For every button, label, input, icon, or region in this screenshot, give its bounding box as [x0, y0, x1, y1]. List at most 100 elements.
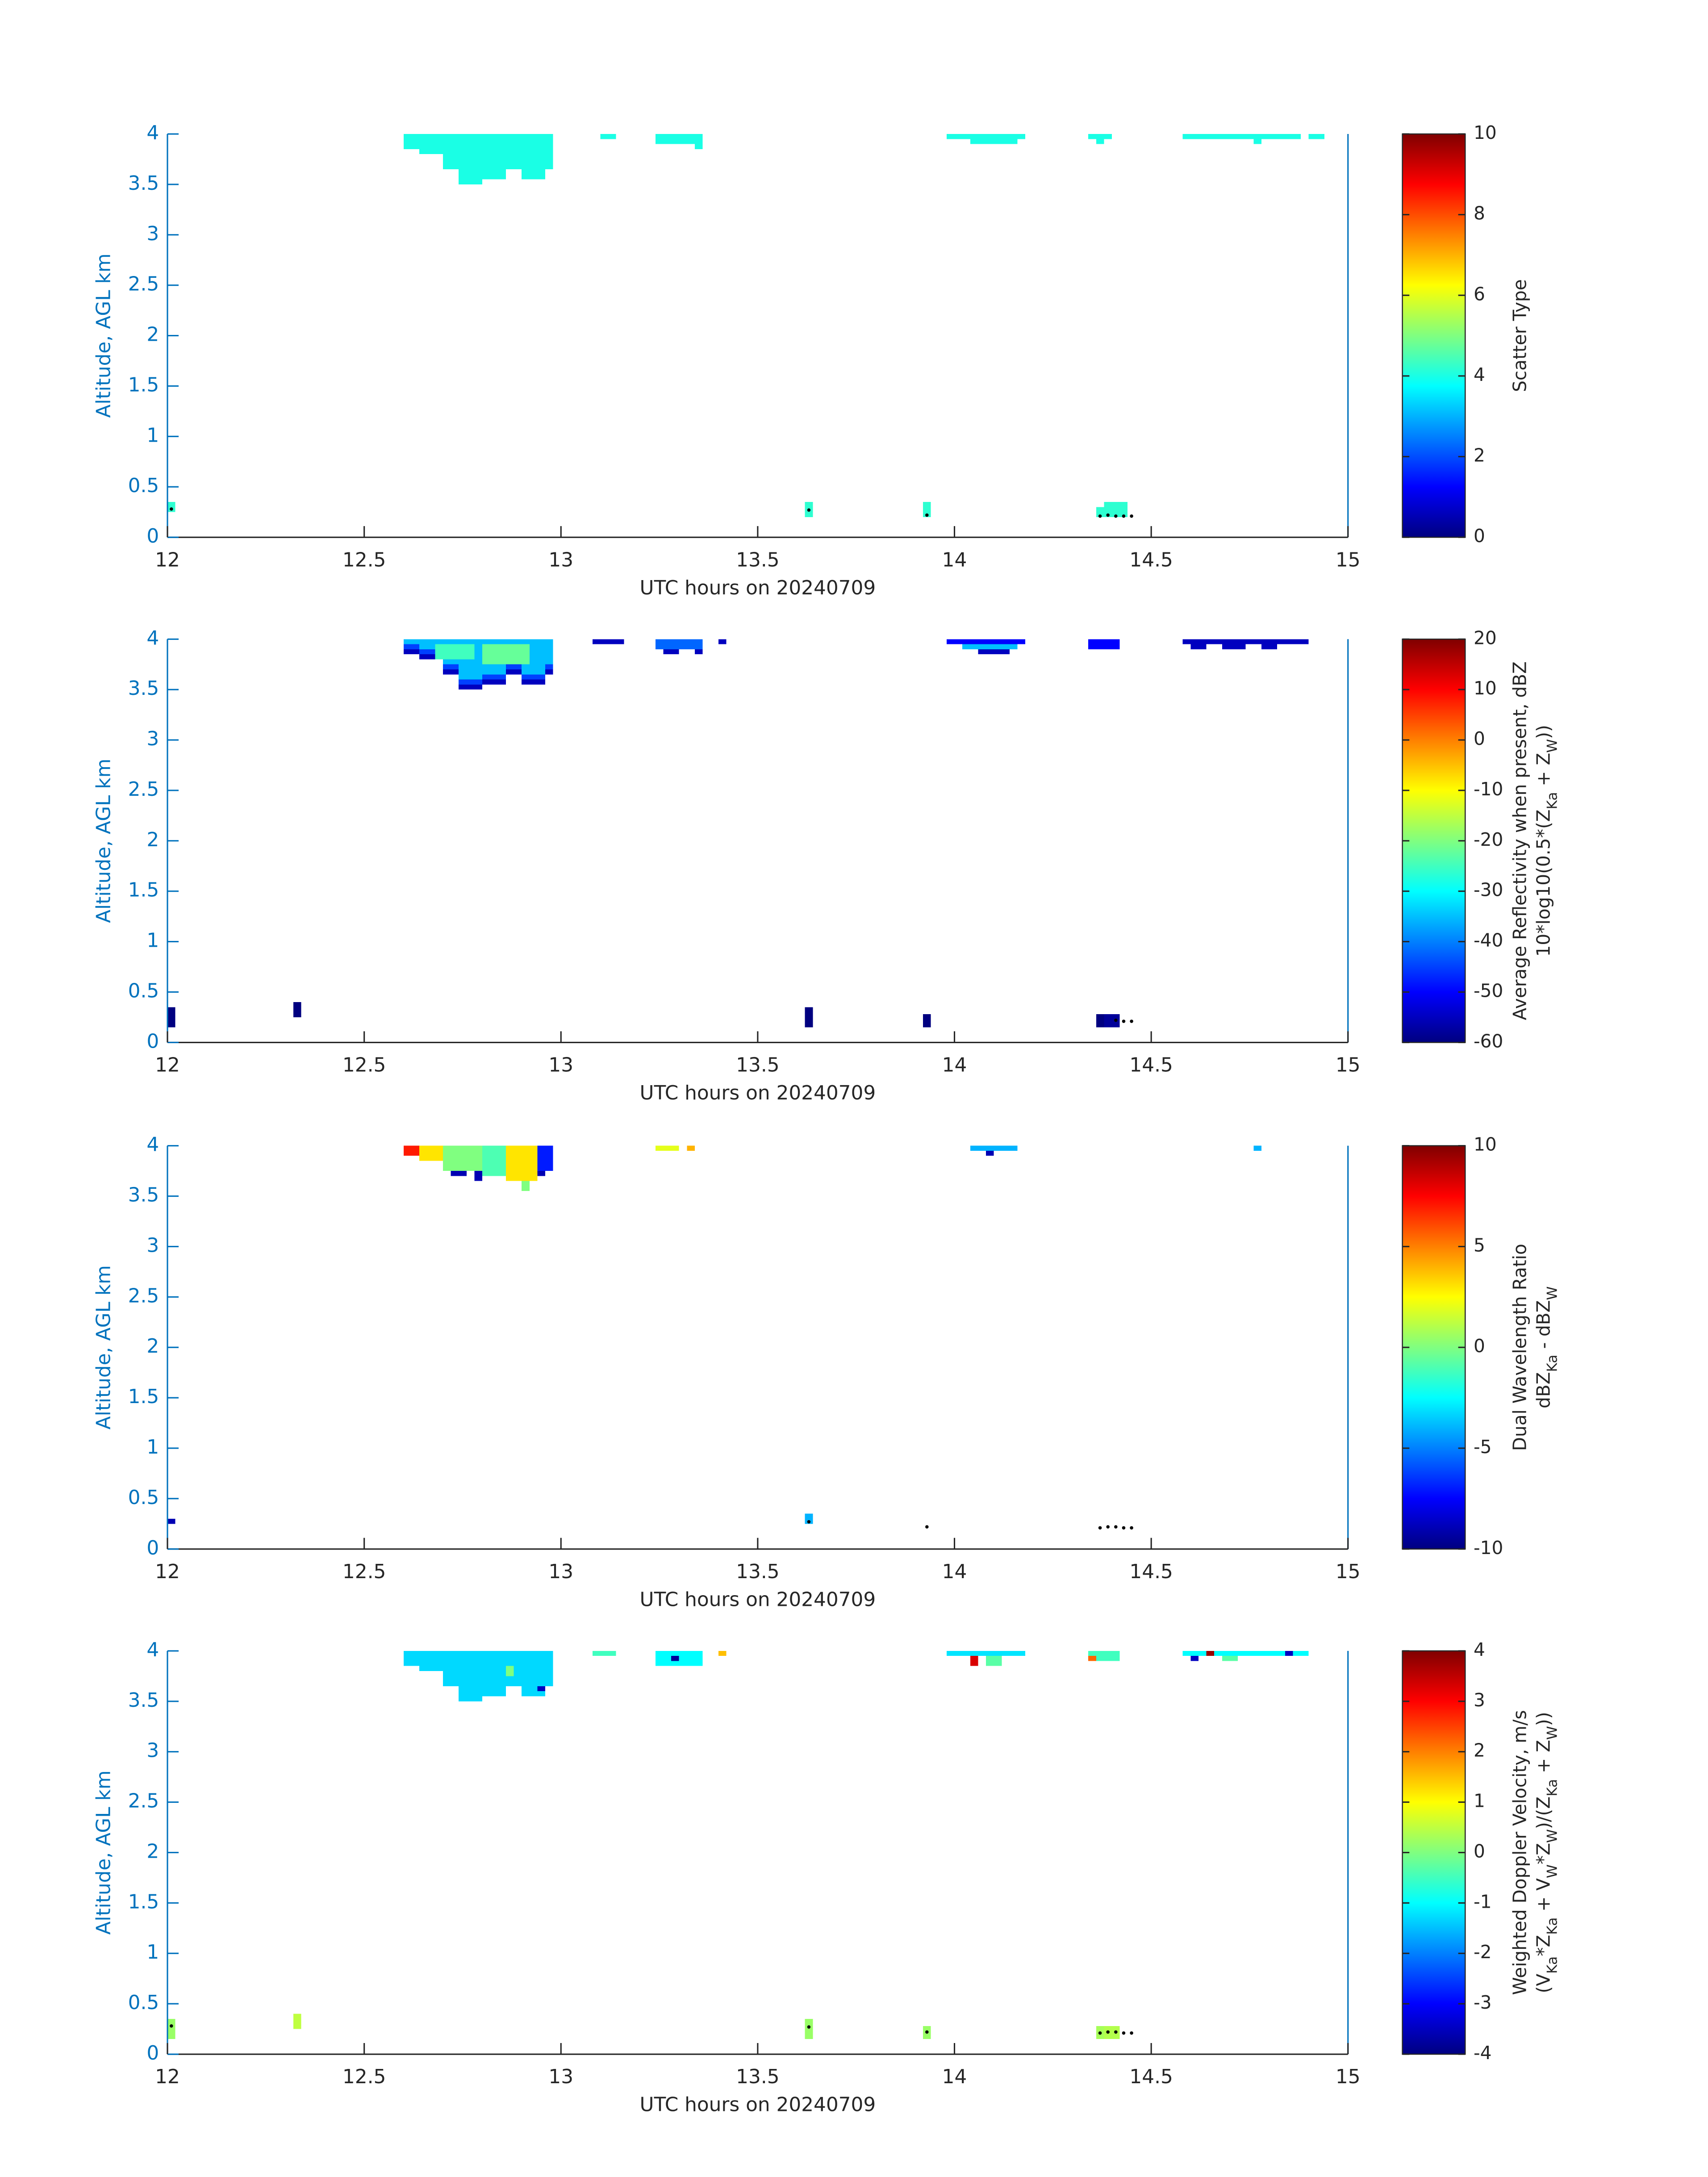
y-tick-label: 3	[146, 1234, 159, 1257]
cell	[403, 639, 420, 644]
cell	[403, 134, 420, 149]
label-part: ))	[1533, 1712, 1554, 1726]
cell	[545, 134, 553, 170]
colorbar-label: (VKa*ZKa + VW*ZW)/(ZKa + ZW))	[1533, 1712, 1560, 1993]
y-tick-label: 0.5	[128, 1991, 159, 2014]
y-tick-label: 2	[146, 1840, 159, 1863]
colorbar-tick-label: 1	[1474, 1790, 1485, 1812]
marker	[925, 1525, 929, 1529]
y-tick-label: 2.5	[128, 1790, 159, 1813]
cell	[459, 1651, 482, 1701]
y-tick-label: 1.5	[128, 1385, 159, 1408]
label-part: Ka	[1544, 1918, 1560, 1935]
cell	[1088, 639, 1120, 649]
marker	[807, 1520, 811, 1524]
colorbar	[1402, 133, 1466, 538]
x-tick-label: 13	[548, 1560, 573, 1583]
label-part: *Z	[1533, 1935, 1554, 1956]
cell	[522, 134, 545, 180]
colorbar-tick-label: 10	[1474, 122, 1497, 143]
y-tick-label: 3.5	[128, 1184, 159, 1207]
cell	[451, 1171, 467, 1176]
colorbar-tick-label: -40	[1474, 930, 1503, 951]
cell	[970, 1145, 1018, 1151]
marker	[1098, 1526, 1102, 1530]
cell	[946, 639, 1026, 644]
label-part: (V	[1533, 1974, 1554, 1993]
label-part: Ka	[1544, 1354, 1560, 1372]
marker	[1122, 1526, 1126, 1530]
cell	[545, 639, 553, 664]
cell	[537, 1145, 553, 1171]
cell	[655, 639, 703, 649]
cell	[537, 1686, 545, 1692]
cell	[293, 2014, 301, 2029]
label-part: + Z	[1533, 753, 1554, 792]
marker	[1130, 1526, 1133, 1530]
x-tick-label: 12.5	[342, 1560, 386, 1583]
label-part: W	[1544, 1286, 1560, 1300]
marker	[1106, 513, 1110, 517]
cell	[403, 644, 420, 649]
label-part: W	[1544, 1864, 1560, 1878]
colorbar-tick-label: 3	[1474, 1689, 1485, 1711]
label-part: W	[1544, 739, 1560, 753]
cell	[655, 134, 695, 144]
y-tick-label: 2	[146, 828, 159, 851]
cell	[1190, 1656, 1199, 1661]
cell	[505, 134, 522, 170]
colorbar-tick-label: -5	[1474, 1436, 1492, 1458]
y-tick-label: 2.5	[128, 273, 159, 296]
cell	[443, 1651, 459, 1686]
colorbar-tick-label: 10	[1474, 1134, 1497, 1155]
x-axis-label: UTC hours on 20240709	[640, 1082, 876, 1104]
marker	[1122, 1020, 1126, 1023]
cell	[459, 134, 482, 184]
cell	[545, 664, 553, 669]
x-tick-label: 14.5	[1129, 2065, 1173, 2088]
label-part: 10*log10(0.5*(Z	[1533, 810, 1554, 957]
y-tick-label: 4	[146, 1133, 159, 1156]
cell	[1285, 1651, 1293, 1656]
y-tick-label: 4	[146, 1638, 159, 1661]
cell	[1222, 1656, 1238, 1661]
x-tick-label: 15	[1336, 1560, 1361, 1583]
x-tick-label: 12	[155, 548, 180, 571]
x-tick-label: 14.5	[1129, 1054, 1173, 1077]
cell	[1088, 1656, 1096, 1661]
colorbar	[1402, 639, 1466, 1043]
label-part: Scatter Type	[1509, 279, 1530, 392]
marker	[1122, 514, 1126, 518]
colorbar-tick-label: -4	[1474, 2042, 1492, 2064]
cell	[805, 1513, 813, 1524]
cell	[537, 1171, 545, 1176]
marker	[1114, 2030, 1118, 2034]
colorbar-label: Scatter Type	[1509, 279, 1530, 392]
x-tick-label: 14	[942, 1054, 967, 1077]
x-axis-label: UTC hours on 20240709	[640, 577, 876, 599]
colorbar-tick-label: 0	[1474, 728, 1485, 749]
y-tick-label: 3	[146, 1739, 159, 1762]
cell	[1308, 134, 1324, 139]
cell	[718, 639, 727, 644]
y-tick-label: 0	[146, 1537, 159, 1559]
colorbar-tick-label: 2	[1474, 1740, 1485, 1761]
cell	[718, 1651, 727, 1656]
colorbar-tick-label: 5	[1474, 1234, 1485, 1256]
cell	[167, 502, 175, 512]
cell	[970, 134, 1018, 144]
x-tick-label: 13	[548, 1054, 573, 1077]
x-tick-label: 12	[155, 1054, 180, 1077]
cell	[986, 1150, 994, 1156]
cell	[403, 1651, 420, 1666]
x-tick-label: 12.5	[342, 1054, 386, 1077]
y-axis-label: Altitude, AGL km	[92, 254, 115, 418]
colorbar-tick-label: -20	[1474, 829, 1503, 850]
x-axis-label: UTC hours on 20240709	[640, 2093, 876, 2116]
cell	[694, 134, 703, 149]
marker	[170, 507, 173, 511]
cell	[443, 664, 459, 669]
y-tick-label: 0	[146, 1030, 159, 1053]
cell	[522, 674, 545, 680]
